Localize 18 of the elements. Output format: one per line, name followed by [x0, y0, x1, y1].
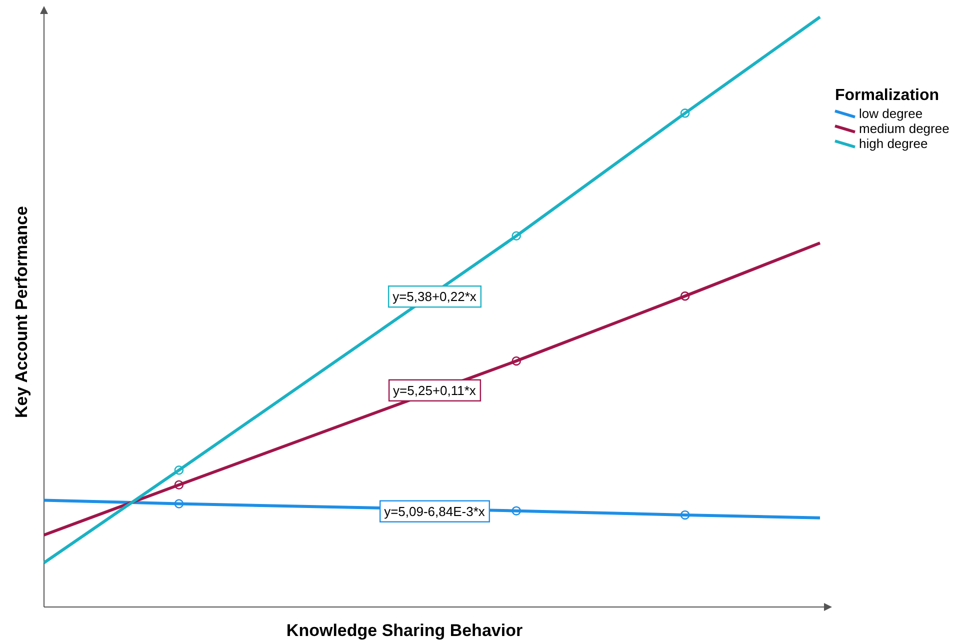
- point: [512, 356, 521, 366]
- x-axis-title: Knowledge Sharing Behavior: [286, 621, 523, 640]
- point: [512, 231, 521, 241]
- annotation: y=5,38+0,22*x: [392, 289, 477, 304]
- legend-title: Formalization: [835, 87, 940, 104]
- annotation: y=5,09-6,84E-3*x: [384, 504, 486, 519]
- point: [680, 291, 690, 301]
- point: [174, 499, 184, 508]
- point: [680, 510, 690, 520]
- annotation: y=5,25+0,11*x: [393, 382, 476, 398]
- point: [174, 480, 184, 490]
- point: [174, 465, 184, 475]
- legend-label: medium degree: [859, 121, 950, 136]
- legend-label: high degree: [859, 136, 928, 151]
- y-axis-title: Key Account Performance: [12, 206, 31, 418]
- legend-label: low degree: [859, 106, 923, 121]
- point: [512, 506, 521, 516]
- point: [680, 108, 690, 118]
